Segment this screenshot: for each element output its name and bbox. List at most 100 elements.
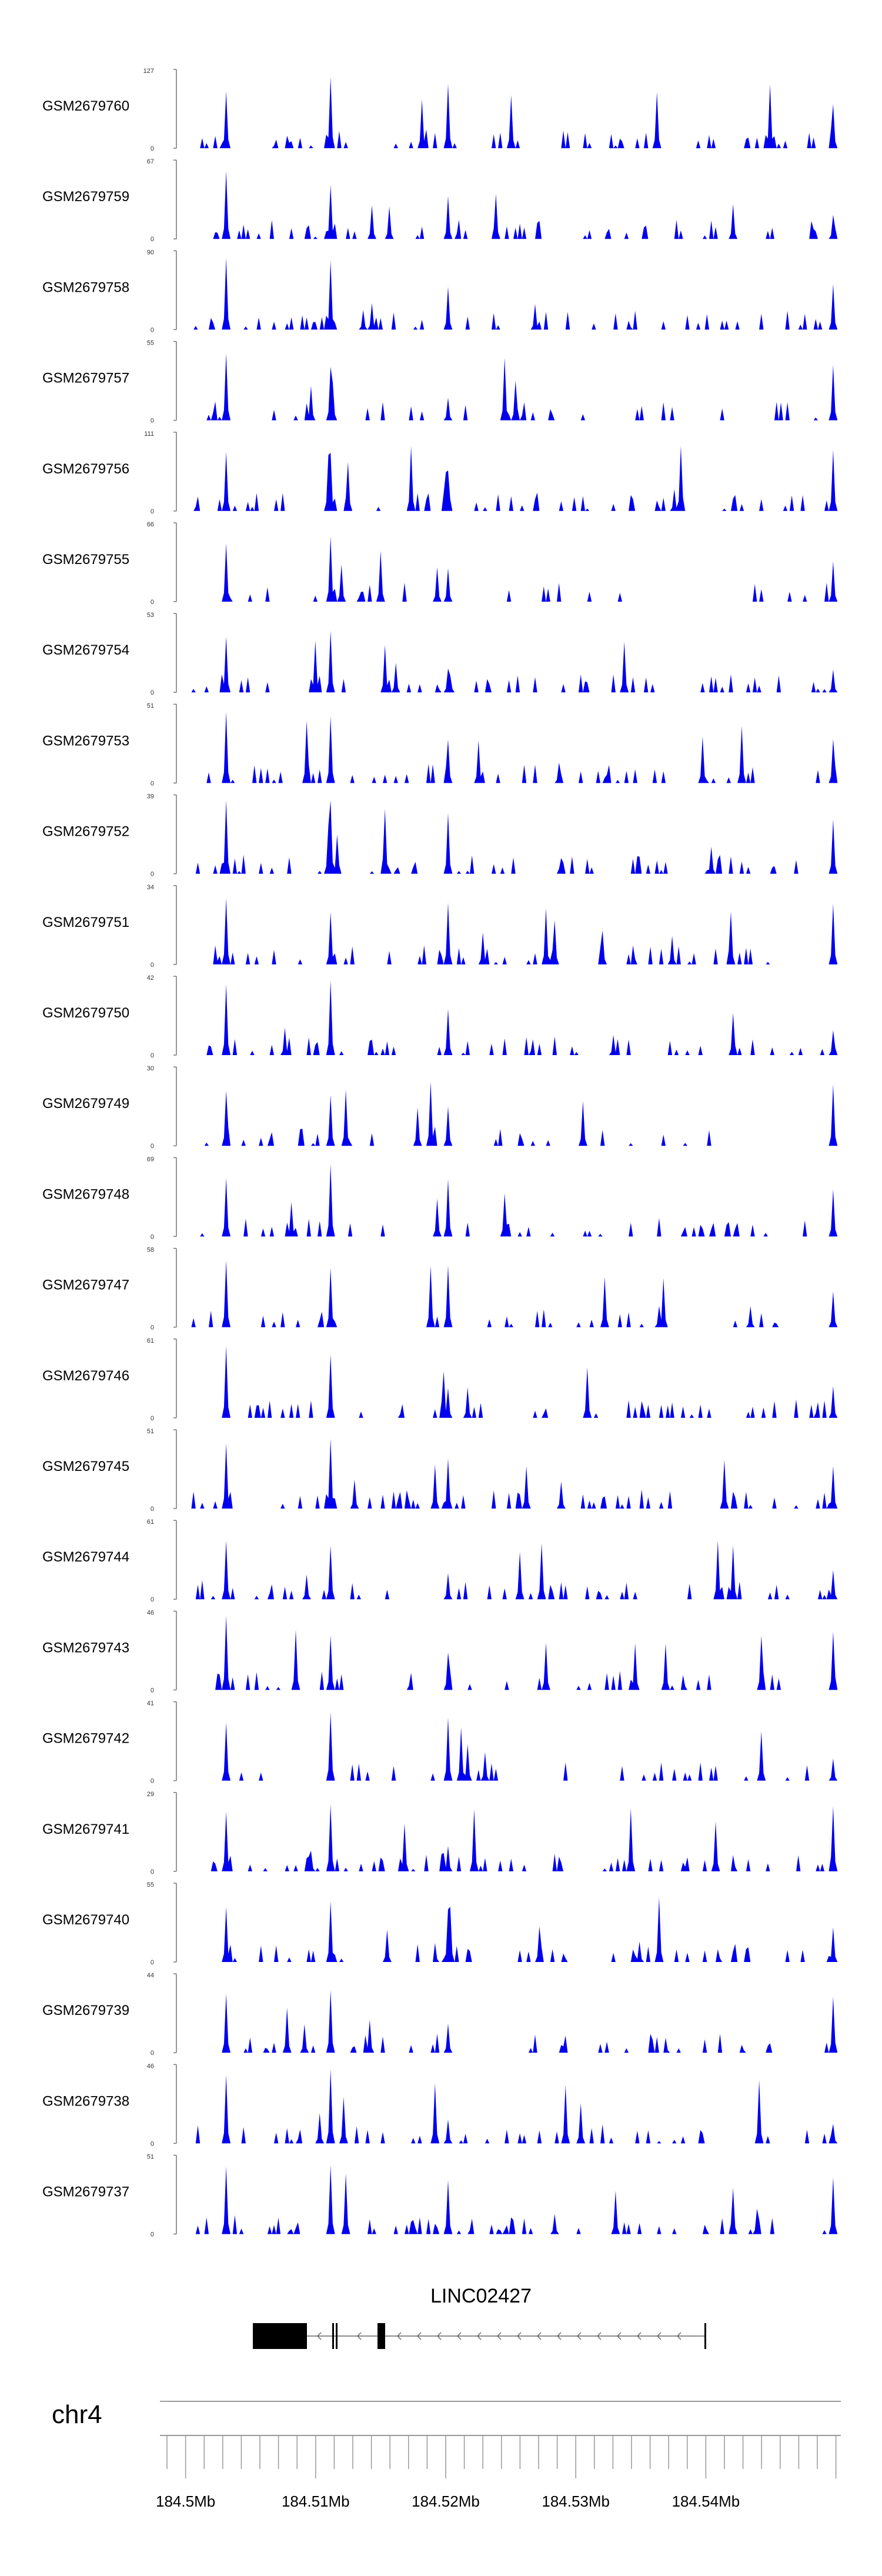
track-name: GSM2679759	[42, 189, 129, 205]
track-y-max-label: 61	[147, 1519, 154, 1526]
strand-chevron	[556, 2332, 562, 2340]
coverage-track: GSM2679741 29 0	[42, 1791, 840, 1876]
coverage-area	[187, 712, 840, 783]
track-y-min-label: 0	[151, 145, 154, 152]
track-y-max-label: 51	[147, 2154, 154, 2161]
track-y-max-label: 41	[147, 1700, 154, 1707]
coverage-area	[187, 446, 840, 511]
track-y-min-label: 0	[151, 689, 154, 696]
gene-name-label: LINC02427	[430, 2285, 532, 2307]
track-y-min-label: 0	[151, 599, 154, 606]
strand-chevron	[516, 2332, 522, 2340]
track-y-min-label: 0	[151, 1506, 154, 1513]
track-name: GSM2679741	[42, 1821, 129, 1837]
coverage-tracks: GSM2679760 127 0 GSM2679759 67 0 GSM2679758 90 0…	[42, 68, 840, 2238]
track-y-max-label: 55	[147, 340, 154, 347]
strand-chevron	[316, 2332, 322, 2340]
coverage-area	[187, 258, 840, 330]
coverage-area	[187, 1712, 840, 1781]
track-name: GSM2679746	[42, 1368, 129, 1384]
gene-exon-3	[336, 2323, 338, 2349]
track-y-min-label: 0	[151, 1868, 154, 1876]
track-name: GSM2679743	[42, 1640, 129, 1656]
coverage-track: GSM2679742 41 0	[42, 1700, 840, 1785]
track-y-min-label: 0	[151, 1233, 154, 1240]
track-name: GSM2679752	[42, 824, 129, 840]
coverage-track: GSM2679754 53 0	[42, 612, 840, 696]
track-name: GSM2679742	[42, 1731, 129, 1747]
track-name: GSM2679739	[42, 2003, 129, 2018]
strand-chevron	[436, 2332, 442, 2340]
coverage-track: GSM2679746 61 0	[42, 1337, 840, 1422]
coverage-area	[187, 1439, 840, 1509]
track-name: GSM2679754	[42, 642, 129, 658]
track-y-min-label: 0	[151, 1324, 154, 1332]
track-name: GSM2679758	[42, 279, 129, 295]
genome-axis: 184.5Mb 184.51Mb 184.52Mb 184.53Mb 184.54Mb	[156, 2435, 837, 2510]
strand-chevron	[476, 2332, 482, 2340]
coverage-area	[187, 1164, 840, 1237]
track-name: GSM2679750	[42, 1005, 129, 1021]
track-y-max-label: 42	[147, 975, 154, 982]
track-y-max-label: 58	[147, 1247, 154, 1254]
track-name: GSM2679747	[42, 1277, 129, 1293]
track-name: GSM2679744	[42, 1549, 129, 1565]
strand-chevron	[636, 2332, 642, 2340]
track-y-max-label: 66	[147, 521, 154, 528]
coverage-track: GSM2679745 51 0	[42, 1428, 840, 1513]
strand-chevron	[656, 2332, 662, 2340]
strand-chevron	[496, 2332, 502, 2340]
track-y-max-label: 55	[147, 1881, 154, 1888]
coverage-track: GSM2679756 111 0	[42, 431, 840, 515]
coverage-area	[187, 171, 840, 239]
strand-chevron	[616, 2332, 622, 2340]
coverage-track: GSM2679737 51 0	[42, 2154, 840, 2238]
strand-chevron	[396, 2332, 402, 2340]
coverage-area	[187, 1346, 840, 1418]
strand-chevron	[456, 2332, 462, 2340]
strand-chevron	[416, 2332, 422, 2340]
coverage-track: GSM2679740 55 0	[42, 1881, 840, 1966]
coverage-area	[187, 630, 840, 693]
track-y-min-label: 0	[151, 2140, 154, 2147]
gene-annotation-track: LINC02427	[253, 2285, 706, 2349]
coverage-track: GSM2679743 46 0	[42, 1609, 840, 1694]
gene-exon-1	[253, 2323, 307, 2349]
coverage-area	[187, 2165, 840, 2234]
track-y-min-label: 0	[151, 2231, 154, 2238]
track-y-min-label: 0	[151, 1687, 154, 1694]
strand-chevron	[676, 2332, 681, 2340]
coverage-area	[187, 2068, 840, 2144]
track-y-min-label: 0	[151, 1596, 154, 1603]
coverage-area	[187, 353, 840, 421]
track-y-min-label: 0	[151, 871, 154, 878]
track-name: GSM2679756	[42, 461, 129, 477]
coverage-area	[187, 77, 840, 148]
strand-chevron	[536, 2332, 542, 2340]
coverage-area	[187, 1260, 840, 1327]
track-name: GSM2679757	[42, 371, 129, 386]
track-y-max-label: 51	[147, 1428, 154, 1435]
axis-tick-label: 184.53Mb	[542, 2492, 610, 2510]
coverage-track: GSM2679755 66 0	[42, 521, 840, 606]
track-y-min-label: 0	[151, 962, 154, 969]
track-y-max-label: 51	[147, 702, 154, 709]
gene-exon-2	[332, 2323, 334, 2349]
track-y-max-label: 30	[147, 1065, 154, 1072]
gene-exon-5	[704, 2323, 706, 2349]
coverage-area	[187, 800, 840, 874]
coverage-area	[187, 536, 840, 602]
chromosome-label: chr4	[52, 2400, 102, 2429]
coverage-track: GSM2679750 42 0	[42, 975, 840, 1059]
coverage-area	[187, 980, 840, 1055]
gene-exon-4	[377, 2323, 385, 2349]
track-name: GSM2679753	[42, 733, 129, 749]
coverage-area	[187, 1990, 840, 2053]
coverage-track: GSM2679744 61 0	[42, 1519, 840, 1603]
strand-chevron	[356, 2332, 362, 2340]
track-y-max-label: 69	[147, 1156, 154, 1163]
track-y-max-label: 53	[147, 612, 154, 619]
track-y-min-label: 0	[151, 508, 154, 515]
coverage-area	[187, 1897, 840, 1962]
coverage-area	[187, 1804, 840, 1871]
